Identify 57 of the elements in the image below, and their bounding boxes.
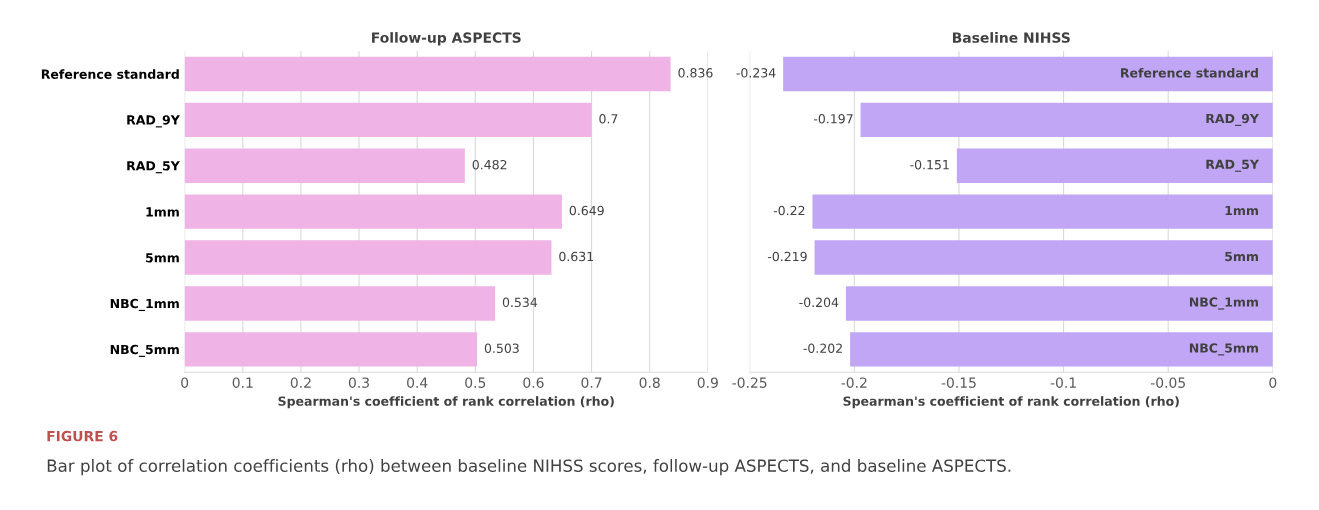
x-tick-label: -0.15 bbox=[941, 377, 976, 388]
data-label: 0.7 bbox=[599, 114, 618, 124]
data-label: -0.219 bbox=[767, 251, 807, 262]
data-label: -0.204 bbox=[799, 297, 839, 308]
bar bbox=[184, 332, 478, 367]
data-label: 0.482 bbox=[472, 159, 507, 170]
x-tick-label: 0.1 bbox=[232, 377, 253, 388]
bar bbox=[184, 56, 671, 92]
data-label: -0.151 bbox=[910, 159, 949, 170]
x-axis-title: Spearman's coefficient of rank correlation (rho) bbox=[278, 396, 614, 409]
chart-title: Follow-up ASPECTS bbox=[372, 32, 521, 46]
x-tick-label: 0.3 bbox=[348, 377, 369, 388]
bar bbox=[184, 286, 496, 321]
x-tick-label: 0.8 bbox=[639, 377, 660, 388]
data-label: -0.202 bbox=[803, 343, 842, 353]
y-tick-label: NBC_1mm bbox=[1189, 297, 1258, 310]
data-label: 0.836 bbox=[678, 68, 713, 78]
y-tick-label: Reference standard bbox=[41, 69, 179, 79]
y-tick-label: RAD_5Y bbox=[1206, 159, 1260, 172]
bar bbox=[184, 102, 592, 138]
data-label: 0.649 bbox=[569, 205, 604, 216]
y-tick-label: NBC_1mm bbox=[110, 298, 179, 312]
bar bbox=[184, 240, 552, 275]
data-label: 0.534 bbox=[502, 297, 538, 308]
x-tick-label: 0 bbox=[181, 377, 189, 388]
y-tick-label: 1mm bbox=[146, 207, 179, 217]
x-tick-label: 0.4 bbox=[407, 377, 428, 388]
y-tick-label: 1mm bbox=[1225, 205, 1258, 216]
caption: FIGURE 6 bbox=[47, 430, 118, 442]
x-tick-label: -0.2 bbox=[841, 377, 867, 388]
x-tick-label: 0.6 bbox=[523, 377, 544, 388]
x-tick-label: -0.25 bbox=[732, 377, 767, 388]
chart-title: Baseline NIHSS bbox=[952, 32, 1070, 43]
x-tick-label: 0.2 bbox=[290, 377, 311, 388]
data-label: -0.22 bbox=[773, 205, 805, 216]
x-tick-label: 0.9 bbox=[697, 377, 718, 388]
x-tick-label: 0 bbox=[1269, 377, 1277, 388]
bar bbox=[184, 148, 465, 183]
x-axis-title: Spearman's coefficient of rank correlation (rho) bbox=[843, 396, 1179, 409]
data-label: 0.631 bbox=[559, 251, 594, 262]
y-tick-label: RAD_9Y bbox=[1206, 113, 1260, 126]
data-label: -0.197 bbox=[813, 114, 853, 124]
x-tick-label: -0.05 bbox=[1150, 377, 1185, 388]
text: Bar plot of correlation coefficients (rho) between baseline NIHSS scores, follow-up ASPECTS, and baseline ASPECTS. bbox=[47, 459, 1011, 476]
data-label: -0.234 bbox=[736, 68, 776, 78]
y-tick-label: NBC_5mm bbox=[1189, 343, 1258, 356]
y-tick-label: Reference standard bbox=[1121, 67, 1258, 78]
y-tick-label: 5mm bbox=[146, 253, 179, 263]
y-tick-label: RAD_9Y bbox=[127, 115, 180, 128]
data-label: 0.503 bbox=[484, 343, 519, 353]
x-tick-label: -0.1 bbox=[1050, 377, 1076, 388]
x-tick-label: 0.5 bbox=[465, 377, 486, 388]
y-tick-label: NBC_5mm bbox=[110, 344, 179, 357]
x-tick-label: 0.7 bbox=[581, 377, 602, 388]
y-tick-label: RAD_5Y bbox=[127, 161, 180, 174]
bar bbox=[184, 194, 562, 229]
y-tick-label: 5mm bbox=[1225, 251, 1258, 262]
